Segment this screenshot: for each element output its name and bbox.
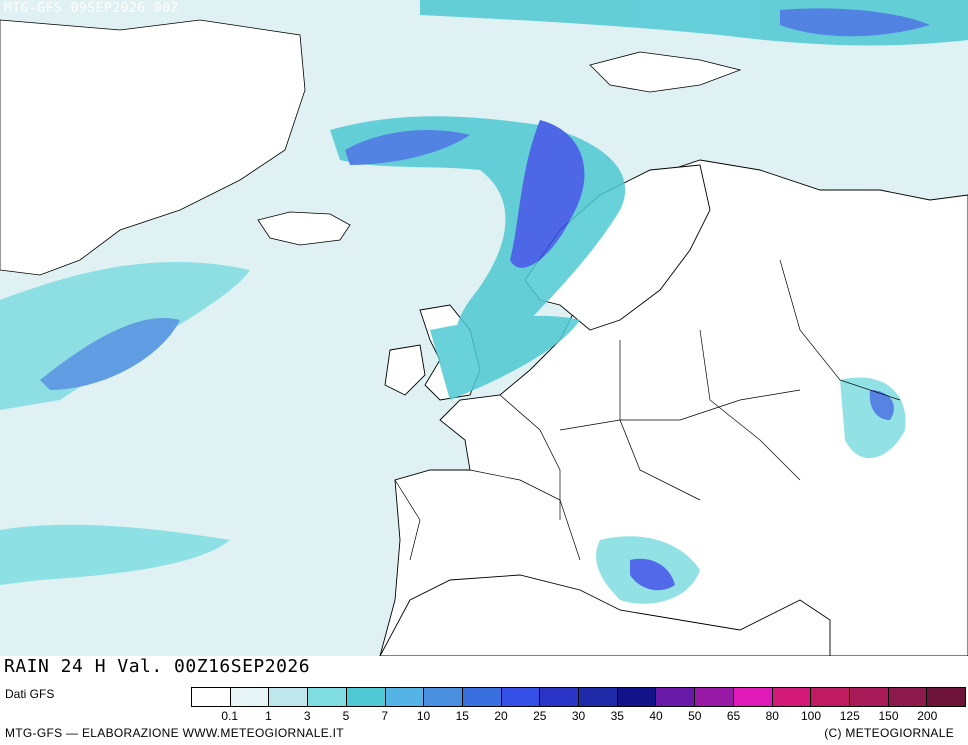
legend-ticks: 0.1 1 3 5 7 10 15 20 25 30 35 40 50 65 80 100 125 150 200 — [191, 709, 966, 723]
legend-swatch — [733, 688, 773, 706]
border-line — [469, 469, 581, 561]
legend-tick-label: 125 — [839, 709, 860, 723]
border-line — [619, 340, 701, 501]
greenland-landmass — [0, 19, 306, 276]
rain-overlay — [0, 0, 968, 604]
legend-swatch — [424, 688, 463, 706]
legend-swatch — [579, 688, 618, 706]
legend-swatch — [346, 688, 386, 706]
legend-tick-label: 65 — [726, 709, 741, 723]
legend-tick-label: 7 — [381, 709, 389, 723]
map-canvas — [0, 0, 968, 656]
legend-tick-label: 200 — [917, 709, 938, 723]
border-line — [559, 389, 801, 431]
legend-swatch — [811, 688, 850, 706]
legend-swatch — [695, 688, 734, 706]
legend-swatch — [540, 688, 580, 706]
credit-right: (C) METEOGIORNALE — [824, 726, 954, 740]
legend-tick-label: 10 — [416, 709, 431, 723]
border-line — [779, 259, 901, 401]
legend-tick-label: 0.1 — [221, 709, 239, 723]
legend-tick-label: 80 — [765, 709, 779, 723]
legend-tick-label: 35 — [610, 709, 624, 723]
color-legend — [191, 687, 966, 707]
north-africa — [379, 574, 831, 656]
legend-tick-label: 5 — [342, 709, 350, 723]
map-title: RAIN 24 H Val. 00Z16SEP2026 — [4, 656, 311, 677]
legend-tick-label: 150 — [878, 709, 899, 723]
legend-tick-label: 25 — [533, 709, 547, 723]
legend-swatch — [230, 688, 270, 706]
legend-swatch — [462, 688, 502, 706]
rain-band-north-sea — [430, 315, 580, 400]
legend-tick-label: 15 — [455, 709, 469, 723]
data-source: Dati GFS — [5, 687, 55, 701]
rain-band-atlantic-south — [0, 524, 230, 585]
legend-swatch — [385, 688, 425, 706]
legend-tick-label: 40 — [649, 709, 663, 723]
rain-core-arctic — [780, 8, 930, 37]
run-label: MTG-GFS 09SEP2026 00Z — [4, 1, 179, 16]
footer-panel: RAIN 24 H Val. 00Z16SEP2026 Dati GFS 0.1… — [0, 656, 968, 745]
border-line — [499, 394, 561, 520]
border-line — [699, 329, 801, 481]
legend-tick-label: 20 — [494, 709, 508, 723]
rain-core-atlantic-west — [40, 318, 180, 390]
legend-swatch — [192, 688, 231, 706]
border-line — [394, 479, 421, 561]
legend-tick-label: 100 — [800, 709, 822, 723]
rain-core-iceland-south — [345, 130, 470, 165]
legend-swatch — [772, 688, 812, 706]
legend-tick-label: 50 — [688, 709, 702, 723]
legend-swatch — [617, 688, 657, 706]
ireland — [384, 344, 426, 396]
legend-swatch — [308, 688, 347, 706]
legend-swatch — [849, 688, 889, 706]
legend-swatch — [501, 688, 541, 706]
rain-core-east-europe — [869, 390, 894, 420]
legend-tick-label: 1 — [265, 709, 272, 723]
precipitation-map: MTG-GFS 09SEP2026 00Z — [0, 0, 968, 656]
rain-core-mediterranean — [630, 558, 675, 591]
legend-swatch — [927, 688, 966, 706]
iceland — [257, 211, 351, 246]
country-borders — [394, 259, 901, 561]
credit-left: MTG-GFS — ELABORAZIONE WWW.METEOGIORNALE… — [5, 726, 344, 740]
legend-tick-label: 30 — [571, 709, 586, 723]
rain-core-norway — [510, 120, 585, 268]
legend-swatch — [656, 688, 696, 706]
legend-swatch — [269, 688, 309, 706]
legend-tick-label: 3 — [303, 709, 311, 723]
svalbard — [589, 51, 742, 93]
legend-swatch — [888, 688, 928, 706]
